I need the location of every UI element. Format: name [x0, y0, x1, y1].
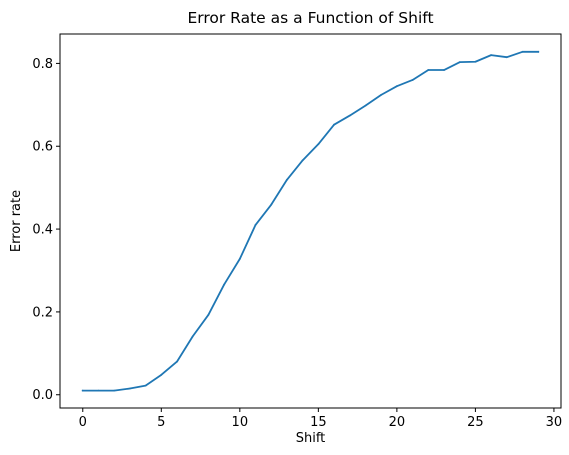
data-point — [443, 69, 445, 71]
data-point — [521, 50, 524, 53]
data-point — [128, 387, 131, 390]
data-point — [301, 159, 304, 162]
x-tick-label: 20 — [389, 415, 406, 430]
y-tick-label: 0.8 — [32, 57, 53, 72]
y-tick-label: 0.6 — [32, 140, 53, 155]
data-point — [270, 203, 273, 206]
data-point — [207, 313, 210, 316]
data-point — [427, 69, 430, 71]
data-point — [490, 54, 493, 57]
data-point — [348, 114, 351, 117]
data-point — [191, 335, 194, 338]
data-point — [160, 373, 163, 376]
x-axis-ticks: 0 5 10 15 20 25 30 — [79, 408, 563, 430]
series-layer — [81, 50, 540, 392]
data-point — [254, 224, 257, 226]
data-point — [458, 61, 461, 64]
data-point — [81, 389, 84, 392]
y-axis-ticks: 0.0 0.2 0.4 0.6 0.8 — [32, 57, 60, 403]
series-line — [81, 50, 540, 392]
y-tick-label: 0.0 — [32, 388, 53, 403]
data-point — [537, 50, 540, 53]
y-tick-label: 0.2 — [32, 305, 53, 320]
data-point — [474, 60, 477, 63]
data-point — [364, 104, 367, 107]
data-point — [411, 79, 414, 81]
data-point — [505, 56, 508, 59]
data-point — [144, 384, 147, 387]
x-axis-label: Shift — [296, 431, 326, 446]
data-point — [223, 283, 226, 286]
data-point — [97, 389, 100, 392]
data-point — [395, 85, 398, 88]
y-tick-label: 0.4 — [32, 223, 53, 238]
data-point — [238, 257, 241, 260]
data-point — [380, 93, 383, 96]
plot-frame — [59, 33, 562, 409]
chart-title: Error Rate as a Function of Shift — [187, 9, 433, 27]
data-point — [113, 389, 116, 392]
data-point — [333, 123, 335, 126]
y-axis-label: Error rate — [9, 190, 24, 252]
x-tick-label: 0 — [79, 415, 87, 430]
plot-area: 0 5 10 15 20 25 30 0.0 0.2 0.4 0.6 0.8 — [32, 33, 563, 430]
x-tick-label: 5 — [157, 415, 165, 430]
data-point — [286, 178, 288, 181]
data-point — [317, 143, 320, 146]
x-tick-label: 15 — [310, 415, 327, 430]
x-tick-label: 25 — [467, 415, 484, 430]
x-tick-label: 10 — [232, 415, 249, 430]
data-point — [176, 360, 178, 363]
x-tick-label: 30 — [546, 415, 563, 430]
